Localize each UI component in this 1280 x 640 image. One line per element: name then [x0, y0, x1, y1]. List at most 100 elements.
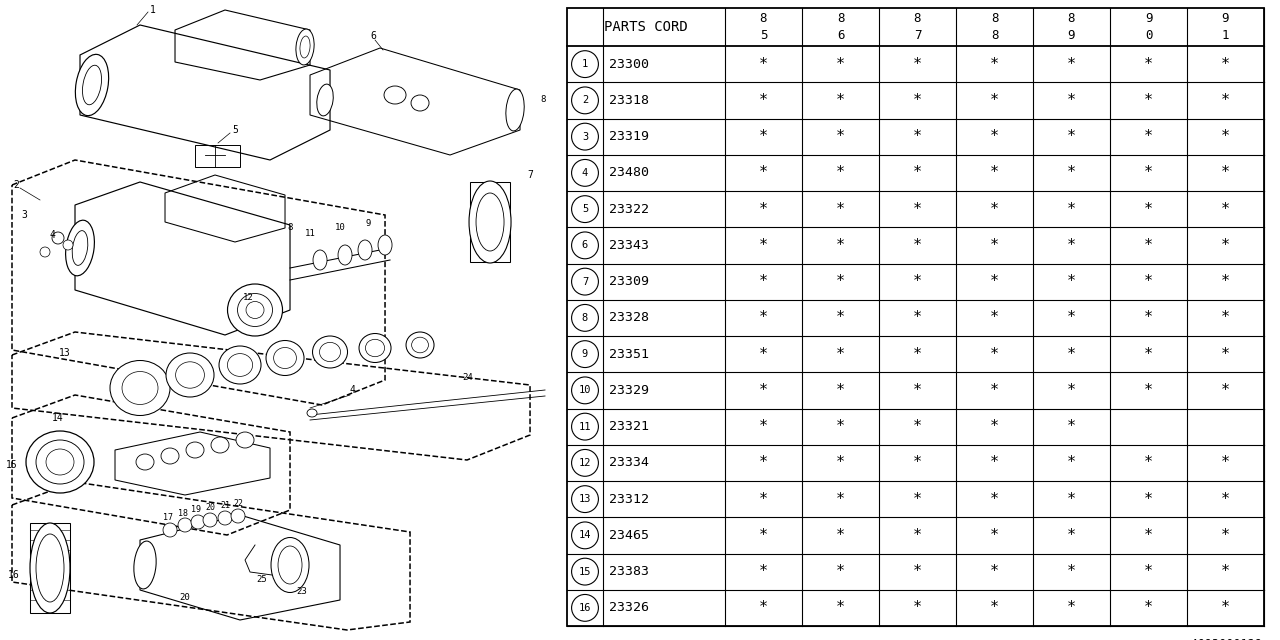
Text: *: *: [913, 600, 922, 616]
Text: 23465: 23465: [609, 529, 649, 542]
Text: 15: 15: [579, 566, 591, 577]
Text: 23: 23: [297, 588, 307, 596]
Text: *: *: [989, 93, 1000, 108]
Text: *: *: [1221, 564, 1230, 579]
Text: *: *: [989, 202, 1000, 216]
Text: 9: 9: [1221, 12, 1229, 25]
Text: *: *: [989, 238, 1000, 253]
Text: *: *: [1221, 202, 1230, 216]
Text: 21: 21: [220, 502, 230, 511]
Ellipse shape: [219, 346, 261, 384]
Text: *: *: [913, 347, 922, 362]
Text: *: *: [1068, 492, 1076, 507]
Text: *: *: [1068, 129, 1076, 144]
Text: *: *: [1221, 456, 1230, 470]
Text: 8: 8: [914, 12, 922, 25]
Ellipse shape: [236, 432, 253, 448]
Text: *: *: [1144, 202, 1153, 216]
Text: *: *: [836, 419, 845, 434]
Ellipse shape: [506, 89, 525, 131]
Text: *: *: [759, 492, 768, 507]
Text: 7: 7: [582, 276, 588, 287]
Text: 6: 6: [370, 31, 376, 41]
Text: 23321: 23321: [609, 420, 649, 433]
Text: 23351: 23351: [609, 348, 649, 360]
Ellipse shape: [338, 245, 352, 265]
Text: *: *: [989, 129, 1000, 144]
Ellipse shape: [271, 538, 308, 593]
Text: 10: 10: [579, 385, 591, 396]
Text: *: *: [913, 274, 922, 289]
Text: *: *: [759, 419, 768, 434]
Bar: [567, 8, 1265, 626]
Text: 13: 13: [59, 348, 70, 358]
Text: 22: 22: [233, 499, 243, 509]
Text: 3: 3: [20, 210, 27, 220]
Text: *: *: [836, 310, 845, 325]
Text: *: *: [1068, 419, 1076, 434]
Text: *: *: [1144, 528, 1153, 543]
Text: *: *: [1221, 238, 1230, 253]
Text: *: *: [1068, 528, 1076, 543]
Text: 17: 17: [163, 513, 173, 522]
Text: 5: 5: [232, 125, 238, 135]
Ellipse shape: [378, 235, 392, 255]
Text: 23343: 23343: [609, 239, 649, 252]
Text: *: *: [836, 492, 845, 507]
Text: *: *: [1144, 600, 1153, 616]
Text: 18: 18: [178, 509, 188, 518]
Text: 2: 2: [13, 180, 19, 190]
Ellipse shape: [316, 84, 333, 116]
Text: 8: 8: [991, 29, 998, 42]
Text: *: *: [836, 202, 845, 216]
Text: *: *: [836, 93, 845, 108]
Circle shape: [178, 518, 192, 532]
Text: *: *: [989, 419, 1000, 434]
Ellipse shape: [307, 409, 317, 417]
Ellipse shape: [312, 336, 348, 368]
Text: *: *: [913, 129, 922, 144]
Text: *: *: [989, 274, 1000, 289]
Circle shape: [218, 511, 232, 525]
Text: *: *: [836, 165, 845, 180]
Text: *: *: [989, 456, 1000, 470]
Text: 6: 6: [837, 29, 845, 42]
Text: 8: 8: [287, 223, 293, 232]
Text: *: *: [836, 564, 845, 579]
Text: *: *: [1144, 383, 1153, 398]
Text: 5: 5: [760, 29, 767, 42]
Text: *: *: [759, 383, 768, 398]
Text: *: *: [1144, 492, 1153, 507]
Text: 4: 4: [582, 168, 588, 178]
Text: 7: 7: [914, 29, 922, 42]
Ellipse shape: [186, 442, 204, 458]
Text: *: *: [913, 383, 922, 398]
Text: 23328: 23328: [609, 312, 649, 324]
Text: *: *: [989, 600, 1000, 616]
Text: 19: 19: [191, 506, 201, 515]
Circle shape: [191, 515, 205, 529]
Text: 23329: 23329: [609, 384, 649, 397]
Text: *: *: [1144, 56, 1153, 72]
Ellipse shape: [211, 437, 229, 453]
Text: *: *: [1144, 129, 1153, 144]
Circle shape: [40, 247, 50, 257]
Text: *: *: [1221, 165, 1230, 180]
Text: *: *: [1221, 274, 1230, 289]
Text: 4: 4: [349, 385, 355, 395]
Text: *: *: [913, 528, 922, 543]
Ellipse shape: [411, 95, 429, 111]
Text: *: *: [1068, 383, 1076, 398]
Text: *: *: [759, 93, 768, 108]
Ellipse shape: [29, 523, 70, 613]
Ellipse shape: [406, 332, 434, 358]
Text: 23319: 23319: [609, 130, 649, 143]
Text: *: *: [989, 383, 1000, 398]
Ellipse shape: [26, 431, 93, 493]
Text: *: *: [989, 564, 1000, 579]
Text: *: *: [1068, 456, 1076, 470]
Text: 8: 8: [582, 313, 588, 323]
Text: *: *: [759, 600, 768, 616]
Ellipse shape: [166, 353, 214, 397]
Text: 23322: 23322: [609, 203, 649, 216]
